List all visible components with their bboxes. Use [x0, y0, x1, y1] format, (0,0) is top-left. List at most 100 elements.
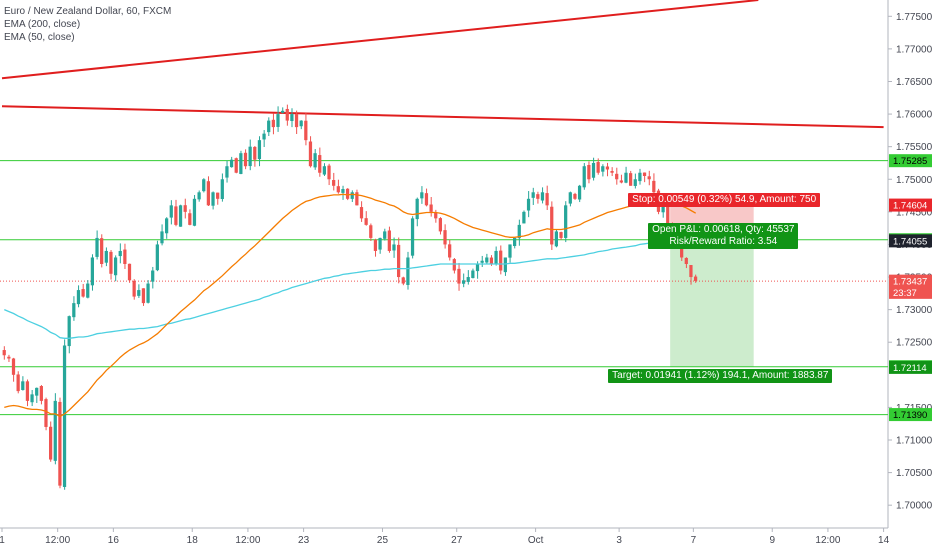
candle-body	[513, 237, 517, 247]
price-label-bg	[889, 360, 932, 374]
candle-body	[410, 218, 415, 256]
candle-body	[336, 186, 340, 193]
candle-body	[211, 192, 215, 206]
candle-body	[350, 192, 354, 199]
candle-body	[573, 193, 577, 199]
candle-body	[508, 244, 512, 258]
candle-body	[25, 381, 30, 401]
candle-body	[559, 232, 563, 238]
candle-body	[475, 264, 480, 272]
target-zone	[670, 240, 754, 367]
candle-body	[438, 218, 442, 232]
candle-body	[666, 203, 670, 225]
candle-body	[281, 110, 285, 113]
candle-body	[90, 257, 94, 286]
ema200-legend[interactable]: EMA (200, close)	[4, 19, 81, 30]
candle-body	[35, 387, 39, 396]
x-tick-label: 16	[108, 535, 120, 546]
x-tick-label: 27	[451, 535, 463, 546]
candle-body	[95, 237, 99, 257]
candle-body	[684, 257, 688, 264]
x-tick-label: 7	[691, 535, 697, 546]
symbol-title[interactable]: Euro / New Zealand Dollar, 60, FXCM	[4, 6, 172, 17]
price-label-bg	[889, 285, 932, 299]
ema50-legend[interactable]: EMA (50, close)	[4, 32, 75, 43]
candle-body	[522, 211, 526, 224]
candle-body	[234, 158, 238, 173]
candle-body	[294, 114, 299, 128]
trend-line	[1, 105, 884, 129]
candle-body	[229, 159, 234, 168]
price-label-bg	[889, 274, 932, 288]
candle-body	[155, 244, 159, 271]
candle-body	[7, 356, 11, 359]
candle-body	[615, 173, 619, 180]
candle-body	[582, 166, 586, 188]
candle-body	[58, 401, 62, 486]
candle-body	[308, 141, 313, 167]
candle-body	[550, 206, 554, 245]
x-tick-label: Oct	[528, 535, 544, 546]
candle-body	[601, 166, 605, 172]
candle-body	[457, 268, 461, 284]
candle-body	[44, 399, 48, 427]
candle-body	[72, 303, 76, 318]
candle-body	[369, 225, 373, 238]
x-tick-label: 14	[878, 535, 890, 546]
candle-body	[299, 120, 303, 127]
y-tick-label: 1.77000	[896, 44, 932, 55]
candle-body	[587, 164, 591, 180]
candle-body	[16, 374, 20, 392]
candle-body	[536, 194, 540, 199]
candle-body	[332, 180, 336, 186]
price-label: 1.71390	[893, 410, 927, 421]
candle-body	[489, 257, 494, 264]
candle-body	[373, 239, 378, 251]
candle-body	[123, 249, 127, 264]
candle-body	[638, 172, 642, 182]
candle-body	[564, 205, 568, 238]
stop-label[interactable]: Stop: 0.00549 (0.32%) 54.9, Amount: 750	[628, 193, 821, 208]
candle-body	[151, 270, 155, 282]
candle-body	[397, 244, 401, 278]
y-tick-label: 1.76500	[896, 77, 932, 88]
candle-body	[545, 193, 549, 206]
candle-body	[290, 114, 294, 122]
candle-body	[253, 146, 257, 160]
ema50-line	[4, 193, 697, 418]
y-tick-label: 1.70500	[896, 468, 932, 479]
candle-body	[364, 218, 368, 225]
candle-body	[689, 265, 693, 278]
candle-body	[424, 193, 429, 206]
candle-body	[429, 204, 433, 212]
candle-body	[174, 206, 178, 225]
open-pnl-label[interactable]: Open P&L: 0.00618, Qty: 45537 Risk/Rewar…	[648, 222, 799, 249]
candle-body	[378, 237, 382, 250]
candle-body	[652, 180, 656, 193]
candle-body	[526, 198, 531, 211]
candle-body	[647, 176, 651, 180]
x-tick-label: 12:00	[235, 535, 260, 546]
candle-body	[109, 251, 113, 274]
candle-body	[169, 205, 173, 218]
candle-body	[642, 172, 647, 176]
candle-body	[448, 244, 452, 258]
candle-body	[383, 231, 387, 239]
candle-body	[188, 213, 192, 225]
candle-body	[81, 289, 85, 297]
x-tick-label: 3	[616, 535, 622, 546]
candle-body	[345, 188, 350, 199]
candle-body	[392, 244, 396, 251]
y-tick-label: 1.73000	[896, 305, 932, 316]
y-tick-label: 1.75000	[896, 175, 932, 186]
candle-body	[406, 257, 410, 285]
candle-body	[610, 171, 614, 173]
candle-body	[141, 288, 146, 304]
candle-body	[434, 212, 438, 219]
target-label[interactable]: Target: 0.01941 (1.12%) 194.1, Amount: 1…	[608, 368, 833, 383]
candle-body	[225, 166, 229, 178]
price-label: 1.72114	[893, 363, 927, 374]
candle-body	[267, 120, 271, 133]
